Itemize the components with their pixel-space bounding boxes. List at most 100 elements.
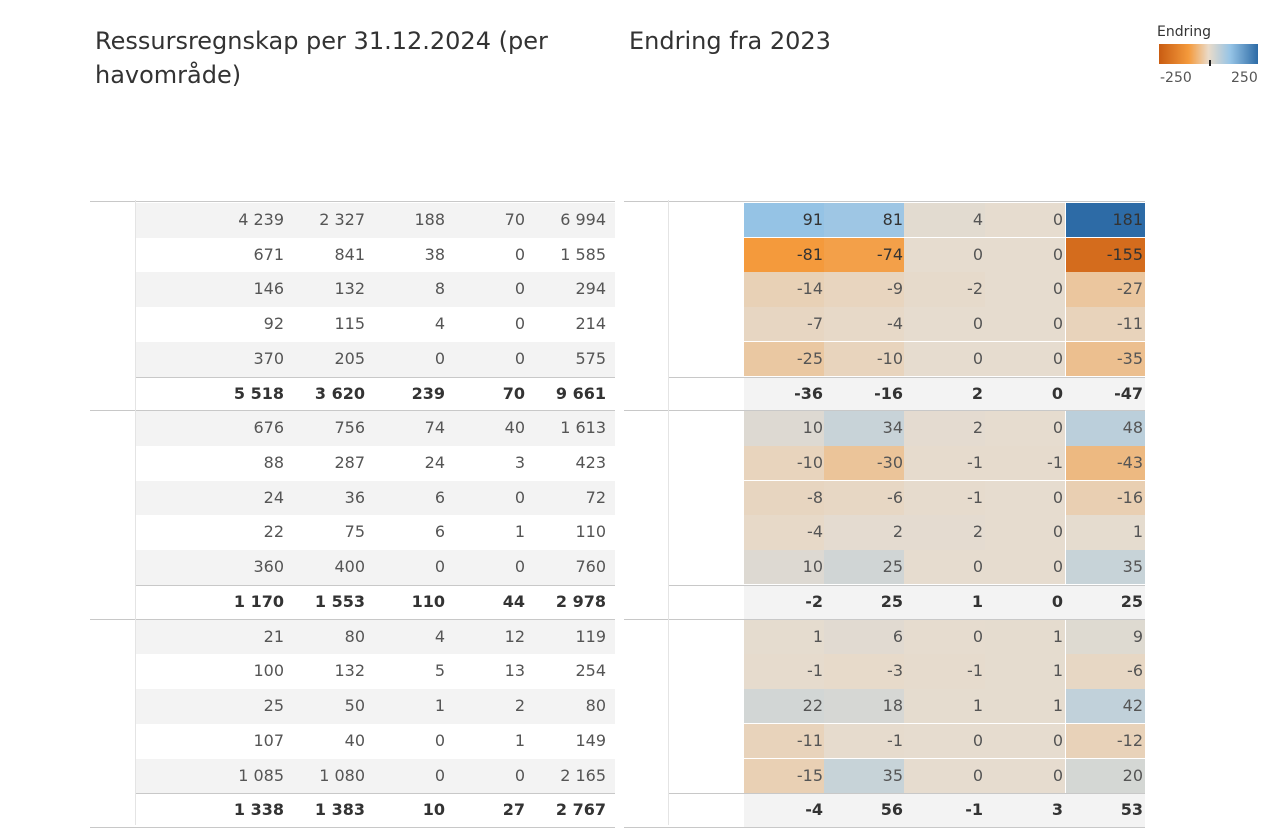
heat-cell	[744, 480, 825, 515]
table-value: 360	[253, 557, 284, 577]
table-value: 2 978	[555, 591, 606, 611]
heat-cell	[904, 411, 985, 446]
sum-row-band	[744, 793, 1145, 828]
heat-cell	[1066, 654, 1145, 689]
heat-value: -7	[807, 314, 823, 334]
heat-value: 0	[1051, 383, 1063, 403]
heat-value: -1	[807, 661, 823, 681]
group-divider	[90, 410, 615, 412]
heat-cell	[985, 619, 1065, 654]
heat-cell	[1066, 619, 1145, 654]
row-band	[135, 203, 615, 238]
table-value: 24	[263, 487, 284, 507]
heat-cell	[744, 723, 825, 759]
heat-value: -6	[1127, 661, 1143, 681]
table-value: 132	[334, 661, 365, 681]
table-value: 0	[514, 348, 525, 368]
heat-value: 3	[1051, 800, 1063, 820]
heat-cell	[824, 480, 905, 515]
heat-cell	[985, 341, 1065, 377]
table-value: 4	[434, 626, 445, 646]
table-value: 1	[514, 730, 525, 750]
table-value: 1 085	[238, 765, 284, 785]
heat-value: -43	[1116, 453, 1143, 473]
table-value: 40	[504, 418, 525, 438]
table-value: 92	[263, 314, 284, 334]
heat-value: 1	[1052, 661, 1063, 681]
heat-cell	[1066, 237, 1145, 272]
heat-cell	[1066, 480, 1145, 515]
heat-value: 0	[972, 314, 983, 334]
heat-cell	[1066, 341, 1145, 377]
heat-value: -36	[794, 383, 823, 403]
table-value: 0	[514, 487, 525, 507]
heat-value: -25	[796, 348, 823, 368]
heat-cell	[985, 446, 1065, 481]
table-value: 1 338	[233, 800, 284, 820]
heat-cell	[824, 619, 905, 654]
table-value: 25	[263, 696, 284, 716]
heat-value: -74	[876, 244, 903, 264]
color-legend-bar	[1159, 44, 1258, 64]
heat-cell	[904, 619, 985, 654]
group-divider	[90, 618, 615, 620]
heat-value: -1	[965, 800, 983, 820]
heat-value: 0	[972, 557, 983, 577]
table-value: 107	[253, 730, 284, 750]
heat-value: 34	[882, 418, 903, 438]
table-value: 239	[411, 383, 445, 403]
sum-row-band	[744, 584, 1145, 620]
heat-value: 0	[972, 626, 983, 646]
heat-cell	[985, 237, 1065, 272]
row-band	[135, 758, 615, 794]
table-value: 6	[434, 487, 445, 507]
heat-value: 4	[972, 210, 983, 229]
heat-value: 0	[1052, 348, 1063, 368]
table-value: 2	[514, 696, 525, 716]
heat-value: -4	[805, 800, 823, 820]
heat-value: 0	[1052, 314, 1063, 334]
table-value: 3	[514, 453, 525, 473]
heat-value: 53	[1120, 800, 1143, 820]
heat-value: -2	[805, 591, 823, 611]
header-divider	[90, 201, 615, 202]
table-value: 110	[411, 591, 445, 611]
heat-cell	[904, 758, 985, 793]
heat-cell	[824, 307, 905, 342]
heat-value: 35	[1122, 557, 1143, 577]
heat-value: 0	[1052, 557, 1063, 577]
heat-cell	[985, 758, 1065, 793]
table-value: 0	[514, 557, 525, 577]
table-value: 115	[334, 314, 365, 334]
heat-cell	[985, 723, 1065, 759]
table-value: 0	[434, 765, 445, 785]
table-value: 80	[344, 626, 365, 646]
table-value: 0	[514, 244, 525, 264]
heat-value: 0	[1052, 522, 1063, 542]
table-value: 400	[334, 557, 365, 577]
heat-cell	[985, 272, 1065, 307]
heat-cell	[904, 515, 985, 550]
table-value: 2 165	[560, 765, 606, 785]
heat-value: 42	[1122, 696, 1143, 716]
heat-value: 0	[972, 348, 983, 368]
table-value: 4 239	[238, 210, 284, 229]
row-band	[135, 480, 615, 516]
table-value: 13	[504, 661, 525, 681]
heat-value: -1	[967, 661, 983, 681]
heat-value: -1	[967, 487, 983, 507]
table-value: 6 994	[560, 210, 606, 229]
heat-value: 181	[1112, 210, 1143, 229]
table-value: 110	[575, 522, 606, 542]
table-value: 5 518	[233, 383, 284, 403]
table-value: 370	[253, 348, 284, 368]
heat-value: -8	[807, 487, 823, 507]
table-value: 12	[504, 626, 525, 646]
table-value: 2 767	[555, 800, 606, 820]
heat-cell	[824, 723, 905, 759]
heat-cell	[985, 203, 1065, 238]
table-value: 0	[514, 765, 525, 785]
heat-cell	[904, 272, 985, 307]
row-band	[135, 341, 615, 377]
heat-cell	[824, 758, 905, 793]
